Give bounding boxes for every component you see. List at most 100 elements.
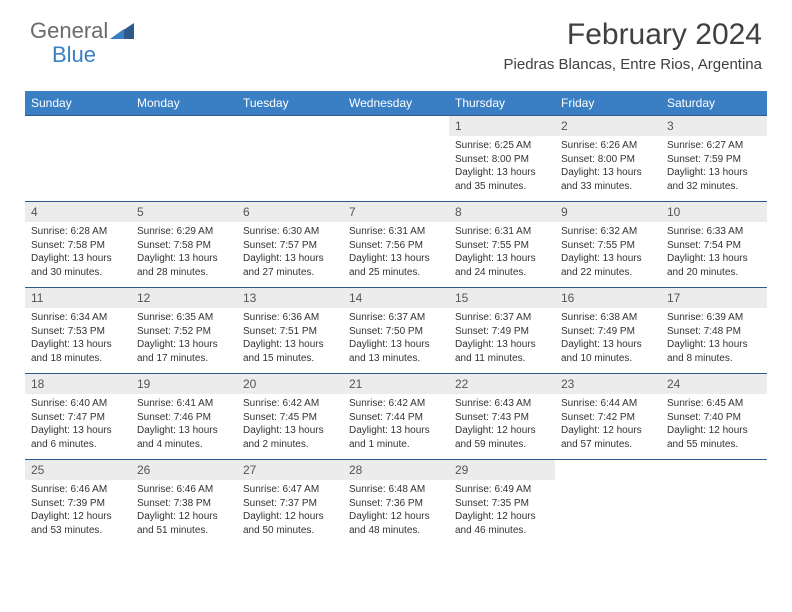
- day-data: Sunrise: 6:25 AMSunset: 8:00 PMDaylight:…: [449, 136, 555, 196]
- day-number: 14: [343, 288, 449, 308]
- day-data: Sunrise: 6:26 AMSunset: 8:00 PMDaylight:…: [555, 136, 661, 196]
- day-number: 29: [449, 460, 555, 480]
- weekday-header: Saturday: [661, 91, 767, 116]
- day-number: 22: [449, 374, 555, 394]
- day-data: Sunrise: 6:40 AMSunset: 7:47 PMDaylight:…: [25, 394, 131, 454]
- calendar-cell: 22Sunrise: 6:43 AMSunset: 7:43 PMDayligh…: [449, 374, 555, 460]
- title-block: February 2024 Piedras Blancas, Entre Rio…: [504, 18, 762, 73]
- day-data: Sunrise: 6:27 AMSunset: 7:59 PMDaylight:…: [661, 136, 767, 196]
- calendar-cell: [343, 116, 449, 202]
- day-number: 7: [343, 202, 449, 222]
- calendar-cell: 14Sunrise: 6:37 AMSunset: 7:50 PMDayligh…: [343, 288, 449, 374]
- day-data: Sunrise: 6:34 AMSunset: 7:53 PMDaylight:…: [25, 308, 131, 368]
- logo-general: General: [30, 18, 108, 44]
- calendar-week-row: 18Sunrise: 6:40 AMSunset: 7:47 PMDayligh…: [25, 374, 767, 460]
- day-data: Sunrise: 6:41 AMSunset: 7:46 PMDaylight:…: [131, 394, 237, 454]
- header: General February 2024 Piedras Blancas, E…: [0, 0, 792, 81]
- day-data: Sunrise: 6:31 AMSunset: 7:55 PMDaylight:…: [449, 222, 555, 282]
- calendar-cell: 11Sunrise: 6:34 AMSunset: 7:53 PMDayligh…: [25, 288, 131, 374]
- day-number: 13: [237, 288, 343, 308]
- calendar-cell: 28Sunrise: 6:48 AMSunset: 7:36 PMDayligh…: [343, 460, 449, 546]
- logo-blue-text: Blue: [52, 42, 96, 68]
- calendar-cell: 13Sunrise: 6:36 AMSunset: 7:51 PMDayligh…: [237, 288, 343, 374]
- calendar-week-row: 1Sunrise: 6:25 AMSunset: 8:00 PMDaylight…: [25, 116, 767, 202]
- calendar-week-row: 25Sunrise: 6:46 AMSunset: 7:39 PMDayligh…: [25, 460, 767, 546]
- day-data: Sunrise: 6:35 AMSunset: 7:52 PMDaylight:…: [131, 308, 237, 368]
- day-number: 16: [555, 288, 661, 308]
- day-data: Sunrise: 6:38 AMSunset: 7:49 PMDaylight:…: [555, 308, 661, 368]
- calendar-cell: 3Sunrise: 6:27 AMSunset: 7:59 PMDaylight…: [661, 116, 767, 202]
- day-number: 3: [661, 116, 767, 136]
- calendar-cell: 20Sunrise: 6:42 AMSunset: 7:45 PMDayligh…: [237, 374, 343, 460]
- day-data: Sunrise: 6:45 AMSunset: 7:40 PMDaylight:…: [661, 394, 767, 454]
- calendar-cell: 19Sunrise: 6:41 AMSunset: 7:46 PMDayligh…: [131, 374, 237, 460]
- day-data: Sunrise: 6:39 AMSunset: 7:48 PMDaylight:…: [661, 308, 767, 368]
- day-number: 21: [343, 374, 449, 394]
- day-data: Sunrise: 6:43 AMSunset: 7:43 PMDaylight:…: [449, 394, 555, 454]
- logo: General: [30, 18, 114, 44]
- calendar-cell: 29Sunrise: 6:49 AMSunset: 7:35 PMDayligh…: [449, 460, 555, 546]
- weekday-header: Wednesday: [343, 91, 449, 116]
- day-data: Sunrise: 6:30 AMSunset: 7:57 PMDaylight:…: [237, 222, 343, 282]
- calendar-cell: 6Sunrise: 6:30 AMSunset: 7:57 PMDaylight…: [237, 202, 343, 288]
- day-number: 1: [449, 116, 555, 136]
- calendar-cell: 9Sunrise: 6:32 AMSunset: 7:55 PMDaylight…: [555, 202, 661, 288]
- day-data: Sunrise: 6:28 AMSunset: 7:58 PMDaylight:…: [25, 222, 131, 282]
- day-data: Sunrise: 6:44 AMSunset: 7:42 PMDaylight:…: [555, 394, 661, 454]
- day-data: Sunrise: 6:37 AMSunset: 7:50 PMDaylight:…: [343, 308, 449, 368]
- day-data: Sunrise: 6:29 AMSunset: 7:58 PMDaylight:…: [131, 222, 237, 282]
- calendar-header-row: SundayMondayTuesdayWednesdayThursdayFrid…: [25, 91, 767, 116]
- day-number: 24: [661, 374, 767, 394]
- day-data: Sunrise: 6:32 AMSunset: 7:55 PMDaylight:…: [555, 222, 661, 282]
- day-number: 12: [131, 288, 237, 308]
- day-number: 28: [343, 460, 449, 480]
- calendar-cell: 7Sunrise: 6:31 AMSunset: 7:56 PMDaylight…: [343, 202, 449, 288]
- calendar-cell: 4Sunrise: 6:28 AMSunset: 7:58 PMDaylight…: [25, 202, 131, 288]
- calendar-cell: [661, 460, 767, 546]
- calendar-cell: 26Sunrise: 6:46 AMSunset: 7:38 PMDayligh…: [131, 460, 237, 546]
- day-number: 26: [131, 460, 237, 480]
- day-number: 27: [237, 460, 343, 480]
- calendar-cell: 23Sunrise: 6:44 AMSunset: 7:42 PMDayligh…: [555, 374, 661, 460]
- calendar-cell: [555, 460, 661, 546]
- day-number: 11: [25, 288, 131, 308]
- day-data: Sunrise: 6:49 AMSunset: 7:35 PMDaylight:…: [449, 480, 555, 540]
- weekday-header: Tuesday: [237, 91, 343, 116]
- weekday-header: Monday: [131, 91, 237, 116]
- day-number: 18: [25, 374, 131, 394]
- day-data: Sunrise: 6:36 AMSunset: 7:51 PMDaylight:…: [237, 308, 343, 368]
- calendar-cell: [131, 116, 237, 202]
- day-data: Sunrise: 6:46 AMSunset: 7:38 PMDaylight:…: [131, 480, 237, 540]
- calendar-body: 1Sunrise: 6:25 AMSunset: 8:00 PMDaylight…: [25, 116, 767, 546]
- day-data: Sunrise: 6:33 AMSunset: 7:54 PMDaylight:…: [661, 222, 767, 282]
- day-number: 23: [555, 374, 661, 394]
- day-data: Sunrise: 6:31 AMSunset: 7:56 PMDaylight:…: [343, 222, 449, 282]
- day-number: 9: [555, 202, 661, 222]
- weekday-header: Thursday: [449, 91, 555, 116]
- day-number: 8: [449, 202, 555, 222]
- day-number: 5: [131, 202, 237, 222]
- day-data: Sunrise: 6:42 AMSunset: 7:44 PMDaylight:…: [343, 394, 449, 454]
- calendar-cell: 17Sunrise: 6:39 AMSunset: 7:48 PMDayligh…: [661, 288, 767, 374]
- calendar-week-row: 4Sunrise: 6:28 AMSunset: 7:58 PMDaylight…: [25, 202, 767, 288]
- day-number: 2: [555, 116, 661, 136]
- calendar-cell: 2Sunrise: 6:26 AMSunset: 8:00 PMDaylight…: [555, 116, 661, 202]
- calendar-table: SundayMondayTuesdayWednesdayThursdayFrid…: [25, 91, 767, 546]
- day-data: Sunrise: 6:46 AMSunset: 7:39 PMDaylight:…: [25, 480, 131, 540]
- location-text: Piedras Blancas, Entre Rios, Argentina: [504, 56, 762, 73]
- calendar-cell: 27Sunrise: 6:47 AMSunset: 7:37 PMDayligh…: [237, 460, 343, 546]
- calendar-cell: [237, 116, 343, 202]
- calendar-cell: 18Sunrise: 6:40 AMSunset: 7:47 PMDayligh…: [25, 374, 131, 460]
- calendar-cell: 10Sunrise: 6:33 AMSunset: 7:54 PMDayligh…: [661, 202, 767, 288]
- calendar-cell: 15Sunrise: 6:37 AMSunset: 7:49 PMDayligh…: [449, 288, 555, 374]
- day-number: 10: [661, 202, 767, 222]
- calendar-cell: 12Sunrise: 6:35 AMSunset: 7:52 PMDayligh…: [131, 288, 237, 374]
- calendar-cell: 25Sunrise: 6:46 AMSunset: 7:39 PMDayligh…: [25, 460, 131, 546]
- calendar-cell: 5Sunrise: 6:29 AMSunset: 7:58 PMDaylight…: [131, 202, 237, 288]
- weekday-header: Friday: [555, 91, 661, 116]
- month-title: February 2024: [504, 18, 762, 52]
- calendar-cell: [25, 116, 131, 202]
- day-data: Sunrise: 6:47 AMSunset: 7:37 PMDaylight:…: [237, 480, 343, 540]
- day-number: 20: [237, 374, 343, 394]
- day-number: 17: [661, 288, 767, 308]
